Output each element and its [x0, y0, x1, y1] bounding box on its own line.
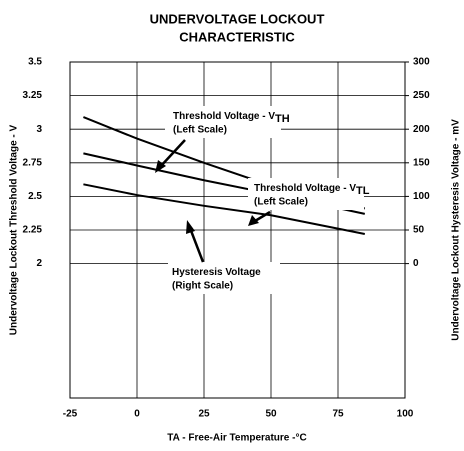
- arrow: [254, 210, 271, 223]
- arrowhead: [155, 160, 166, 173]
- y2-tick-label: 150: [413, 157, 430, 168]
- annotation-note: (Right Scale): [172, 281, 233, 292]
- y2-tick-label: 50: [413, 225, 425, 236]
- x-tick-label: 75: [332, 409, 344, 420]
- y2-tick-label: 100: [413, 191, 430, 202]
- chart-title: UNDERVOLTAGE LOCKOUT: [150, 11, 325, 26]
- y-tick-label: 3.25: [23, 90, 43, 101]
- series-line: [83, 183, 365, 236]
- x-tick-label: 0: [134, 409, 140, 420]
- x-axis-label: TA - Free-Air Temperature -°C: [167, 433, 306, 444]
- x-tick-label: 100: [397, 409, 414, 420]
- annotation-text: Threshold Voltage - V: [173, 111, 275, 122]
- y-tick-label: 3.5: [28, 57, 42, 68]
- y2-tick-label: 0: [413, 258, 419, 269]
- y2-axis-label: Undervoltage Lockout Hysteresis Voltage …: [451, 119, 462, 341]
- annotation-box: [168, 262, 280, 294]
- annotation: Hysteresis Voltage: [172, 267, 261, 278]
- y-tick-label: 3: [36, 124, 42, 135]
- annotation-text: Threshold Voltage - V: [254, 183, 356, 194]
- annotation: Threshold Voltage - VTL: [254, 183, 370, 197]
- annotation: Threshold Voltage - VTH: [173, 111, 290, 125]
- annotation-subscript: TL: [356, 185, 370, 197]
- annotations: Threshold Voltage - VTH(Left Scale)Thres…: [155, 106, 370, 294]
- annotation-note: (Left Scale): [254, 197, 308, 208]
- annotation-subscript: TH: [275, 113, 290, 125]
- arrow: [188, 227, 205, 263]
- y2-tick-label: 200: [413, 124, 430, 135]
- x-tick-label: 50: [265, 409, 277, 420]
- arrowhead: [186, 220, 195, 234]
- annotation-note: (Left Scale): [173, 125, 227, 136]
- annotation-box: [165, 106, 281, 138]
- y-tick-label: 2.75: [23, 157, 43, 168]
- y-tick-label: 2.25: [23, 225, 43, 236]
- y-axis-label: Undervoltage Lockout Threshold Voltage -…: [9, 124, 20, 335]
- y2-tick-label: 300: [413, 57, 430, 68]
- y2-tick-label: 250: [413, 90, 430, 101]
- x-tick-label: 25: [198, 409, 210, 420]
- arrowhead: [248, 215, 259, 226]
- arrow: [159, 139, 186, 168]
- chart-title: CHARACTERISTIC: [179, 29, 295, 44]
- x-tick-label: -25: [63, 409, 78, 420]
- annotation-text: Hysteresis Voltage: [172, 267, 261, 278]
- annotation-box: [248, 178, 364, 210]
- y-tick-label: 2.5: [28, 191, 42, 202]
- y-tick-label: 2: [36, 258, 42, 269]
